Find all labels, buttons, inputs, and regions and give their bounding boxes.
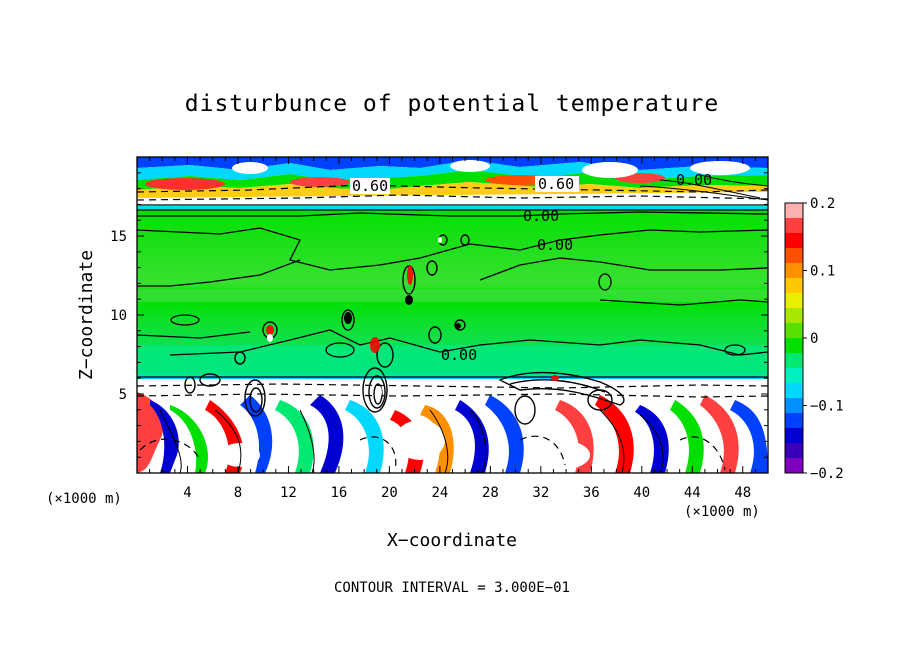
colorbar-swatch [785,293,803,309]
colorbar-swatch [785,413,803,429]
colorbar-swatch [785,383,803,399]
y-tick-label: 10 [110,308,127,324]
y-tick-label: 15 [110,229,127,245]
x-axis-label: X−coordinate [387,530,517,551]
x-tick-label: 40 [633,485,650,501]
contour-label: 0.00 [676,171,712,189]
contour-interval-note: CONTOUR INTERVAL = 3.000E−01 [334,580,570,596]
colorbar-tick-label: 0.1 [810,264,835,280]
contour-label: 0.60 [538,175,574,193]
y-axis: 5 10 15 [110,172,768,458]
contour-label: 0.00 [537,236,573,254]
x-tick-label: 20 [381,485,398,501]
x-tick-label: 48 [734,485,751,501]
x-tick-label: 8 [234,485,242,501]
chart-title: disturbunce of potential temperature [185,91,720,117]
contour-labels: 0.60 0.60 0.00 0.00 0.00 0.00 [350,171,712,364]
colorbar-swatch [785,308,803,324]
x-tick-label: 4 [183,485,191,501]
colorbar-swatch [785,338,803,354]
x-unit-right: (×1000 m) [684,504,760,520]
contour-label: 0.00 [441,346,477,364]
x-tick-label: 12 [280,485,297,501]
colorbar-swatch [785,278,803,294]
x-tick-label: 44 [684,485,701,501]
x-tick-label: 36 [583,485,600,501]
colorbar-swatch [785,263,803,279]
colorbar-swatch [785,203,803,219]
colorbar-tick-label: 0 [810,331,818,347]
colorbar-swatch [785,233,803,249]
y-tick-label: 5 [119,387,127,403]
colorbar-swatch [785,428,803,444]
colorbar-swatch [785,218,803,234]
colorbar-tick-label: −0.1 [810,399,844,415]
colorbar-swatch [785,248,803,264]
x-tick-label: 24 [431,485,448,501]
y-axis-label: Z−coordinate [76,250,97,380]
colorbar-swatch [785,368,803,384]
x-unit-left: (×1000 m) [46,491,122,507]
colorbar-tick-label: −0.2 [810,466,844,482]
plot-area [137,157,768,473]
colorbar-swatch [785,458,803,474]
x-tick-label: 28 [482,485,499,501]
colorbar-swatch [785,353,803,369]
colorbar-swatch [785,443,803,459]
colorbar-swatch [785,398,803,414]
colorbar: 0.2 0.1 0 −0.1 −0.2 [784,196,844,482]
x-axis: 4 8 12 16 20 24 28 32 36 40 44 48 [149,157,756,501]
colorbar-swatch [785,323,803,339]
contour-label: 0.60 [352,177,388,195]
x-tick-label: 32 [532,485,549,501]
colorbar-tick-label: 0.2 [810,196,835,212]
x-tick-label: 16 [330,485,347,501]
contour-label: 0.00 [523,207,559,225]
